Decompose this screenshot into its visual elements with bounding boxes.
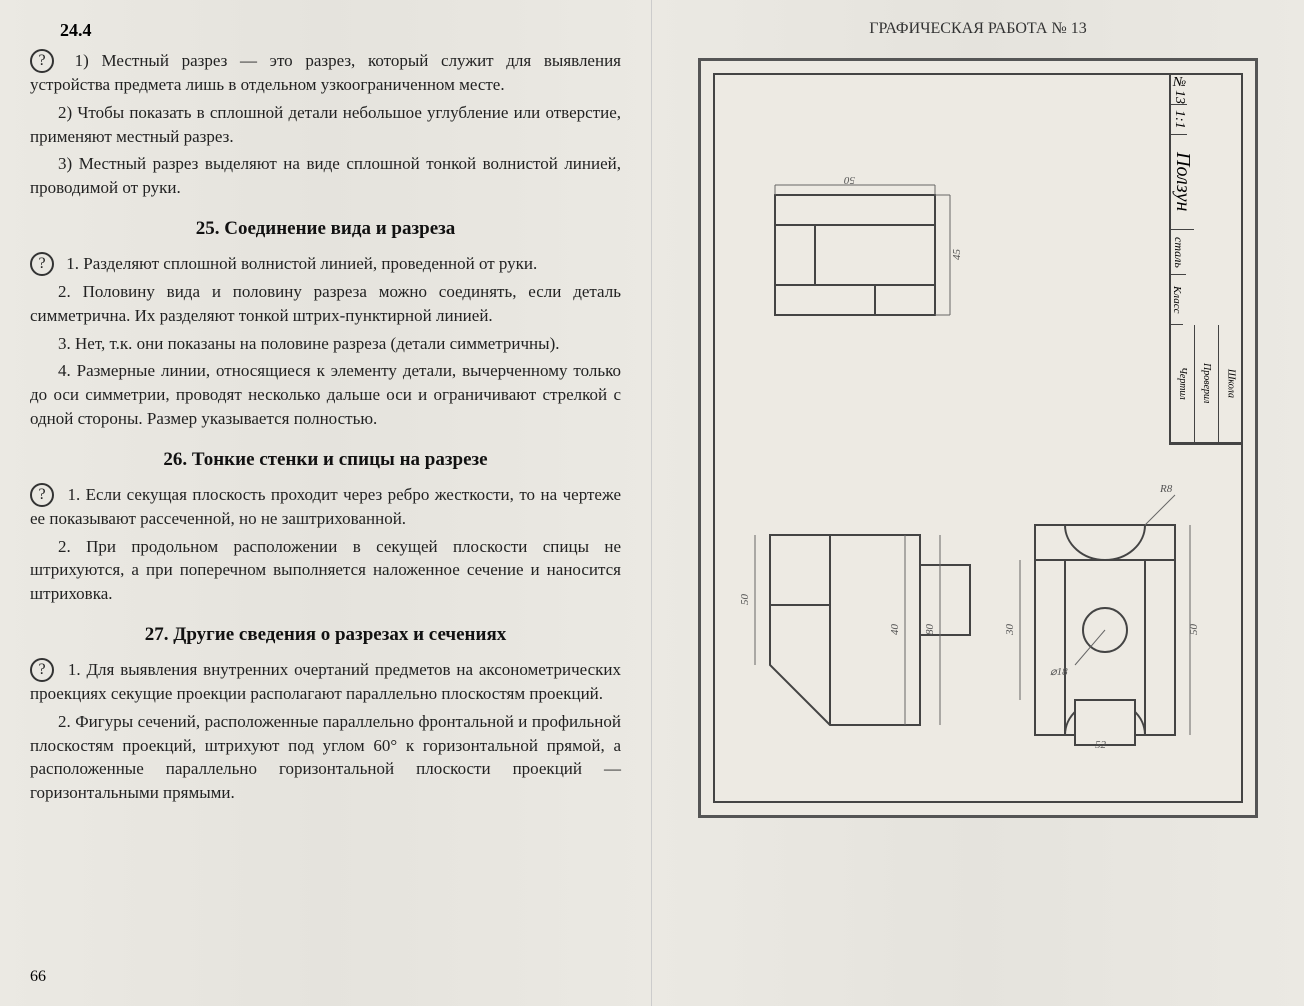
dim-radius: R8 bbox=[1159, 483, 1173, 495]
tb-drew: Чертил bbox=[1171, 325, 1195, 443]
text-25-1: 1. Разделяют сплошной волнистой линией, … bbox=[66, 254, 537, 273]
dim-front-h1: 50 bbox=[740, 594, 751, 606]
title-block: №13 1:1 Ползун сталь Класс Чертил Провер… bbox=[1169, 75, 1241, 445]
question-mark-icon: ? bbox=[30, 658, 54, 682]
question-mark-icon: ? bbox=[30, 483, 54, 507]
text-27-1: 1. Для выявления внутренних очертаний пр… bbox=[30, 660, 621, 703]
tb-class: Класс bbox=[1171, 275, 1183, 325]
right-page: ГРАФИЧЕСКАЯ РАБОТА № 13 slovo.ws №13 1:1… bbox=[652, 0, 1304, 1006]
heading-26: 26. Тонкие стенки и спицы на разрезе bbox=[30, 449, 621, 471]
para-24-4-1: ? 1) Местный разрез — это разрез, которы… bbox=[30, 49, 621, 97]
dim-side-w1: 30 bbox=[1005, 624, 1016, 637]
tb-material: сталь bbox=[1171, 230, 1186, 275]
side-view: 30 50 52 R8 ⌀18 bbox=[1005, 470, 1205, 750]
heading-25: 25. Соединение вида и разреза bbox=[30, 218, 621, 240]
dim-side-w2: 50 bbox=[1188, 624, 1200, 636]
heading-27: 27. Другие сведения о разрезах и сечения… bbox=[30, 624, 621, 646]
drawing-frame: №13 1:1 Ползун сталь Класс Чертил Провер… bbox=[698, 58, 1258, 818]
dim-front-h3: 80 bbox=[924, 624, 936, 636]
para-25-1: ? 1. Разделяют сплошной волнистой линией… bbox=[30, 252, 621, 276]
left-page: 24.4 ? 1) Местный разрез — это разрез, к… bbox=[0, 0, 652, 1006]
dim-front-h2: 40 bbox=[889, 624, 901, 636]
para-25-3: 3. Нет, т.к. они показаны на половине ра… bbox=[30, 332, 621, 356]
para-27-2: 2. Фигуры сечений, расположенные паралле… bbox=[30, 710, 621, 805]
para-26-1: ? 1. Если секущая плоскость проходит чер… bbox=[30, 483, 621, 531]
para-25-4: 4. Размерные линии, относящиеся к элемен… bbox=[30, 359, 621, 430]
dim-top-height: 45 bbox=[951, 249, 963, 261]
page-number: 66 bbox=[30, 968, 46, 986]
dim-side-bottom: 52 bbox=[1095, 739, 1107, 750]
para-24-4-2: 2) Чтобы показать в сплошной детали небо… bbox=[30, 101, 621, 149]
drawing-inner-border: №13 1:1 Ползун сталь Класс Чертил Провер… bbox=[713, 73, 1243, 803]
question-mark-icon: ? bbox=[30, 49, 54, 73]
work-title: ГРАФИЧЕСКАЯ РАБОТА № 13 bbox=[682, 20, 1274, 38]
dim-diameter: ⌀18 bbox=[1050, 666, 1068, 678]
para-26-2: 2. При продольном расположении в секущей… bbox=[30, 535, 621, 606]
tb-checked: Проверил bbox=[1195, 325, 1219, 443]
para-25-2: 2. Половину вида и половину разреза можн… bbox=[30, 280, 621, 328]
para-27-1: ? 1. Для выявления внутренних очертаний … bbox=[30, 658, 621, 706]
para-24-4-3: 3) Местный разрез выделяют на виде сплош… bbox=[30, 152, 621, 200]
tb-number: №13 bbox=[1171, 75, 1187, 105]
tb-school: Школа bbox=[1219, 325, 1243, 443]
section-number-24-4: 24.4 bbox=[60, 20, 621, 41]
question-mark-icon: ? bbox=[30, 252, 54, 276]
front-view: 50 40 80 bbox=[740, 475, 990, 735]
tb-part-name: Ползун bbox=[1171, 135, 1194, 230]
tb-scale: 1:1 bbox=[1171, 105, 1187, 135]
dim-top-width: 50 bbox=[844, 174, 856, 186]
text-26-1: 1. Если секущая плоскость проходит через… bbox=[30, 485, 621, 528]
top-view: 50 45 bbox=[755, 165, 975, 335]
text-24-4-1: 1) Местный разрез — это разрез, который … bbox=[30, 51, 621, 94]
